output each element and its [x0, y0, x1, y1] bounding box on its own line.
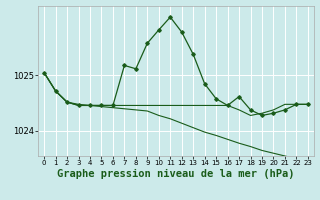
X-axis label: Graphe pression niveau de la mer (hPa): Graphe pression niveau de la mer (hPa)	[57, 169, 295, 179]
